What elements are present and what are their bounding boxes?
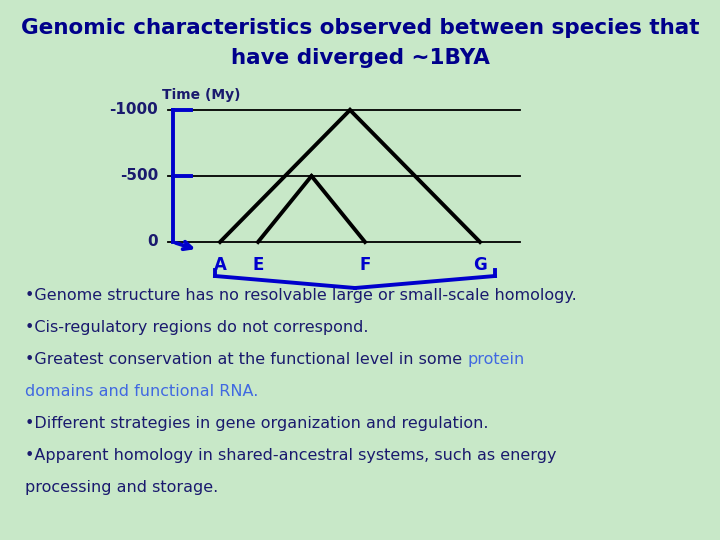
Text: -500: -500 bbox=[120, 168, 158, 184]
Text: have diverged ~1BYA: have diverged ~1BYA bbox=[230, 48, 490, 68]
Text: F: F bbox=[359, 256, 371, 274]
Text: Genomic characteristics observed between species that: Genomic characteristics observed between… bbox=[21, 18, 699, 38]
Text: E: E bbox=[252, 256, 264, 274]
Text: G: G bbox=[473, 256, 487, 274]
Text: •Genome structure has no resolvable large or small-scale homology.: •Genome structure has no resolvable larg… bbox=[25, 288, 577, 303]
Text: •Apparent homology in shared-ancestral systems, such as energy: •Apparent homology in shared-ancestral s… bbox=[25, 448, 557, 463]
Text: •Greatest conservation at the functional level in some: •Greatest conservation at the functional… bbox=[25, 352, 467, 367]
Text: A: A bbox=[214, 256, 226, 274]
Text: processing and storage.: processing and storage. bbox=[25, 480, 218, 495]
Text: domains and functional RNA.: domains and functional RNA. bbox=[25, 384, 258, 399]
Text: 0: 0 bbox=[148, 234, 158, 249]
Text: protein: protein bbox=[467, 352, 524, 367]
Text: •Different strategies in gene organization and regulation.: •Different strategies in gene organizati… bbox=[25, 416, 488, 431]
Text: -1000: -1000 bbox=[109, 103, 158, 118]
Text: Time (My): Time (My) bbox=[162, 88, 240, 102]
Text: •Cis-regulatory regions do not correspond.: •Cis-regulatory regions do not correspon… bbox=[25, 320, 369, 335]
